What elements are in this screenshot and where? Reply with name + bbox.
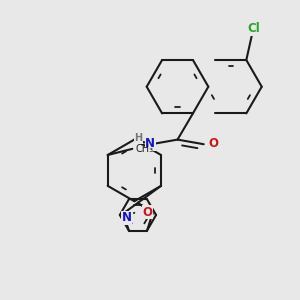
Text: H: H xyxy=(134,133,142,143)
Text: N: N xyxy=(145,137,155,150)
Text: O: O xyxy=(208,136,219,150)
Text: CH₃: CH₃ xyxy=(136,144,154,154)
Text: Cl: Cl xyxy=(248,22,260,35)
Text: O: O xyxy=(142,206,153,219)
Text: N: N xyxy=(122,211,132,224)
